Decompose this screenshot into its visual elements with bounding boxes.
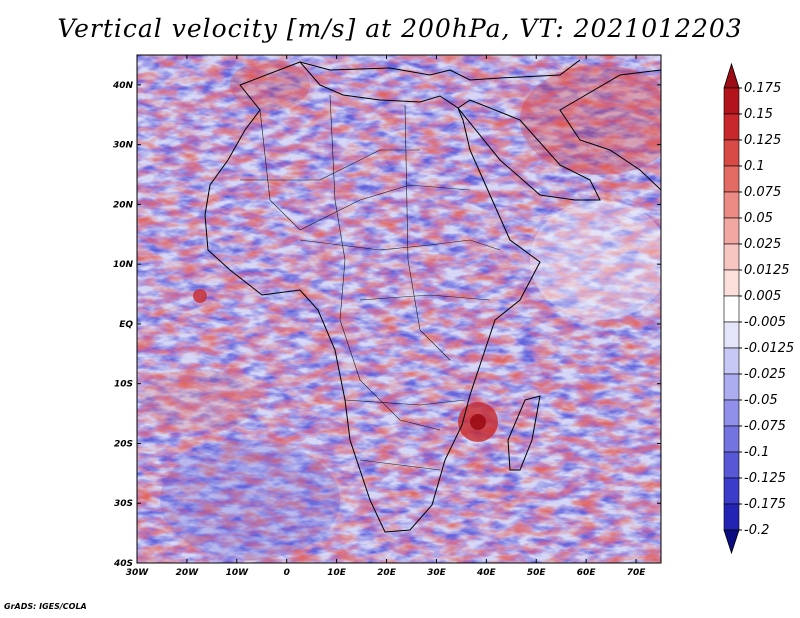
colorbar-label: -0.05: [744, 393, 778, 408]
colorbar-label: -0.1: [744, 445, 769, 460]
colorbar-swatch: [723, 269, 740, 297]
colorbar-swatch: [723, 373, 740, 401]
lat-tick-label: 30N: [113, 141, 134, 151]
madagascar-outline: [507, 395, 541, 471]
lon-tick-label: 0: [284, 568, 290, 578]
grads-credit: GrADS: IGES/COLA: [4, 602, 87, 611]
colorbar-swatch: [723, 295, 740, 323]
colorbar-swatch: [723, 321, 740, 349]
arabia-outline: [457, 99, 601, 201]
colorbar-swatch: [723, 113, 740, 141]
lon-tick-label: 30E: [427, 568, 447, 578]
lat-tick-label: 10N: [113, 260, 134, 270]
colorbar-swatch: [723, 451, 740, 479]
longitude-axis: 30W 20W 10W 0 10E 20E 30E 40E 50E 60E 70E: [126, 55, 646, 578]
colorbar-label: -0.2: [744, 523, 769, 538]
latitude-axis: 40N 30N 20N 10N EQ 10S 20S 30S 40S: [112, 81, 661, 569]
colorbar-label: 0.0125: [744, 263, 790, 278]
colorbar-label: 0.005: [744, 289, 781, 304]
colorbar-label: -0.175: [744, 497, 786, 512]
colorbar-swatch: [723, 139, 740, 167]
lat-tick-label: 40N: [112, 81, 134, 91]
colorbar: 0.175 0.15 0.125 0.1 0.075 0.05 0.025 0.0125 0.0…: [723, 62, 794, 555]
plot-frame: [136, 54, 662, 564]
velocity-field: [137, 55, 661, 563]
colorbar-label: -0.025: [744, 367, 786, 382]
colorbar-swatch: [723, 503, 740, 531]
colorbar-swatch: [723, 399, 740, 427]
colorbar-label: 0.175: [744, 81, 781, 96]
colorbar-label: 0.125: [744, 133, 781, 148]
lat-tick-label: EQ: [119, 320, 133, 330]
colorbar-label: 0.15: [744, 107, 773, 122]
lon-tick-label: 10E: [327, 568, 347, 578]
lon-tick-label: 70E: [627, 568, 647, 578]
colorbar-label: -0.075: [744, 419, 786, 434]
lat-tick-label: 40S: [113, 559, 133, 569]
colorbar-label: 0.1: [744, 159, 765, 174]
colorbar-label: -0.0125: [744, 341, 794, 356]
colorbar-swatch: [723, 425, 740, 453]
mediterranean-outline: [299, 59, 581, 81]
lon-tick-label: 20W: [176, 568, 200, 578]
coastlines: [204, 59, 662, 533]
colorbar-swatch: [723, 217, 740, 245]
lon-tick-label: 30W: [126, 568, 150, 578]
colorbar-label: -0.005: [744, 315, 786, 330]
lat-tick-label: 20S: [114, 439, 133, 449]
colorbar-swatch: [723, 347, 740, 375]
lon-tick-label: 50E: [527, 568, 547, 578]
colorbar-label: 0.075: [744, 185, 781, 200]
asia-outline: [559, 69, 662, 192]
colorbar-swatch: [723, 191, 740, 219]
map-title: Vertical velocity [m/s] at 200hPa, VT: 2…: [57, 14, 743, 43]
colorbar-swatch: [723, 243, 740, 271]
lat-tick-label: 10S: [114, 380, 133, 390]
colorbar-swatch: [723, 165, 740, 193]
country-borders: [240, 94, 501, 471]
lat-tick-label: 30S: [114, 499, 133, 509]
colorbar-swatch: [723, 87, 740, 115]
lon-tick-label: 20E: [377, 568, 397, 578]
lon-tick-label: 60E: [577, 568, 597, 578]
colorbar-label: 0.025: [744, 237, 781, 252]
lon-tick-label: 40E: [476, 568, 497, 578]
colorbar-top-arrow: [723, 62, 740, 89]
colorbar-label: -0.125: [744, 471, 786, 486]
colorbar-bottom-arrow: [723, 529, 740, 555]
colorbar-label: 0.05: [744, 211, 773, 226]
lat-tick-label: 20N: [113, 200, 134, 210]
lon-tick-label: 10W: [226, 568, 250, 578]
colorbar-swatch: [723, 477, 740, 505]
